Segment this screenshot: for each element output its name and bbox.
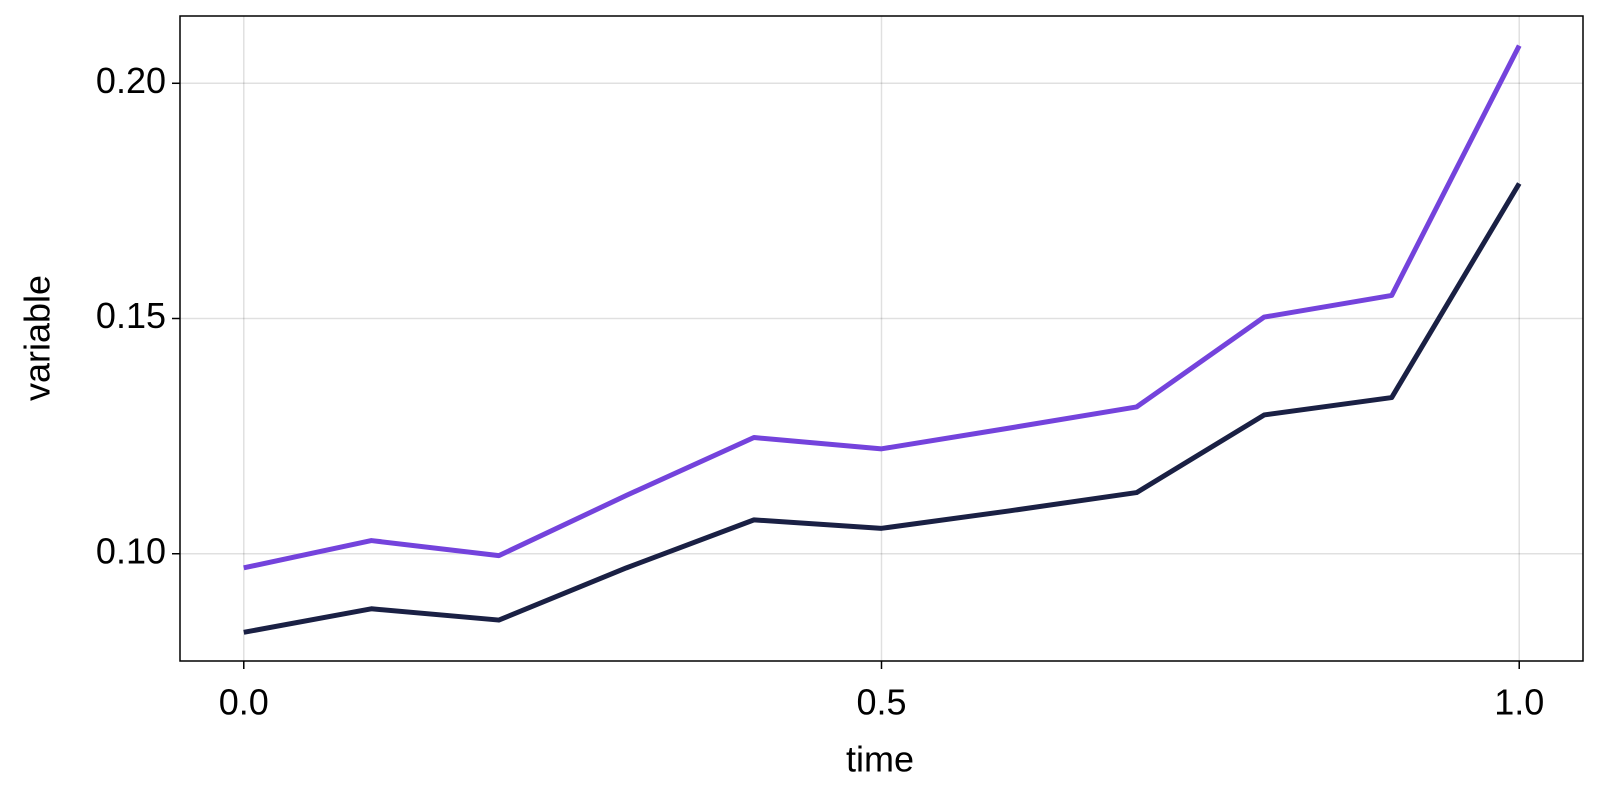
- x-axis-label: time: [846, 739, 914, 780]
- x-tick-label: 0.0: [219, 682, 269, 723]
- x-tick-label: 1.0: [1494, 682, 1544, 723]
- plot-frame: [179, 15, 1584, 662]
- y-tick-label: 0.15: [96, 295, 166, 336]
- y-tick-label: 0.10: [96, 530, 166, 571]
- y-tick-label: 0.20: [96, 60, 166, 101]
- line: [243, 182, 1522, 635]
- line: [243, 44, 1522, 571]
- y-axis-label: variable: [17, 275, 58, 401]
- x-tick-label: 0.5: [856, 682, 906, 723]
